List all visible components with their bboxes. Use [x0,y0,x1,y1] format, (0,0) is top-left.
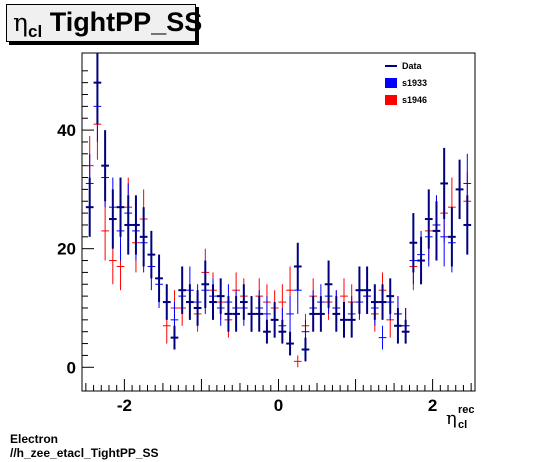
y-tick-label: 20 [57,240,76,259]
data-point [216,278,225,314]
data-point [263,319,271,344]
data-point [417,236,425,285]
chart-title: ηcl TightPP_SS [13,7,203,41]
data-point [432,201,441,261]
data-point [232,296,240,332]
data-point [101,201,109,261]
data-point [309,296,318,332]
data-point [401,319,410,344]
x-axis-label-subscript: cl [458,419,468,431]
legend-swatch-s1933 [385,78,397,88]
data-point [247,296,256,332]
data-point [293,355,302,368]
data-point [93,53,102,125]
data-point [324,260,333,308]
title-box: ηcl TightPP_SS [6,4,202,42]
data-point [155,254,163,303]
title-symbol: η [13,8,28,37]
data-point [178,266,187,314]
data-point [108,189,117,249]
data-point [186,284,194,320]
data-point [162,284,171,320]
data-point [378,284,387,320]
legend-swatch-s1946 [385,95,397,105]
data-point [340,302,348,338]
legend-label-data: Data [402,61,423,71]
data-point [124,195,133,255]
data-point [278,319,287,344]
data-point [455,159,464,220]
footer-line-1: Electron [10,432,59,446]
data-point [463,195,472,255]
y-tick-label: 0 [67,358,76,377]
data-point [209,284,217,320]
x-tick-label: 2 [428,396,437,415]
data-point [85,177,94,237]
data-point [224,296,233,332]
axis-ticks: 0 20 40 -2 0 2 [57,70,472,415]
data-point [386,278,395,314]
legend: Data s1933 s1946 [385,61,427,105]
data-point [363,266,371,314]
data-point [409,213,418,273]
data-point [270,302,279,338]
title-text: TightPP_SS [49,7,203,37]
data-point [355,266,364,314]
data-point [394,307,402,344]
data-point [347,302,356,338]
data-point [293,242,302,291]
data-point [201,260,210,308]
data-point [147,230,156,279]
data-point [286,331,294,356]
y-tick-label: 40 [57,121,76,140]
legend-label-s1946: s1946 [402,95,427,105]
footer-line-2: //h_zee_etacl_TightPP_SS [10,446,159,460]
data-point [440,147,449,220]
data-point [132,195,140,255]
data-point [116,177,125,237]
data-point [286,296,294,332]
data-point [332,296,341,332]
x-axis-label-symbol: η [446,408,457,429]
series-data [85,53,472,362]
data-series [85,53,472,368]
data-point [301,337,310,362]
x-tick-label: -2 [117,396,132,415]
data-point [139,207,148,267]
data-point [424,189,433,249]
x-axis-label-superscript: rec [458,404,475,416]
data-point [317,296,325,332]
data-point [193,290,202,326]
data-point [448,207,456,267]
data-point [239,284,248,320]
x-axis-label: η rec cl [446,404,480,434]
data-point [255,296,264,332]
data-point [101,130,109,202]
data-point [370,284,379,320]
legend-label-s1933: s1933 [402,78,427,88]
data-point [378,325,387,350]
x-tick-label: 0 [274,396,283,415]
title-subscript: cl [27,22,43,41]
data-point [170,325,179,350]
